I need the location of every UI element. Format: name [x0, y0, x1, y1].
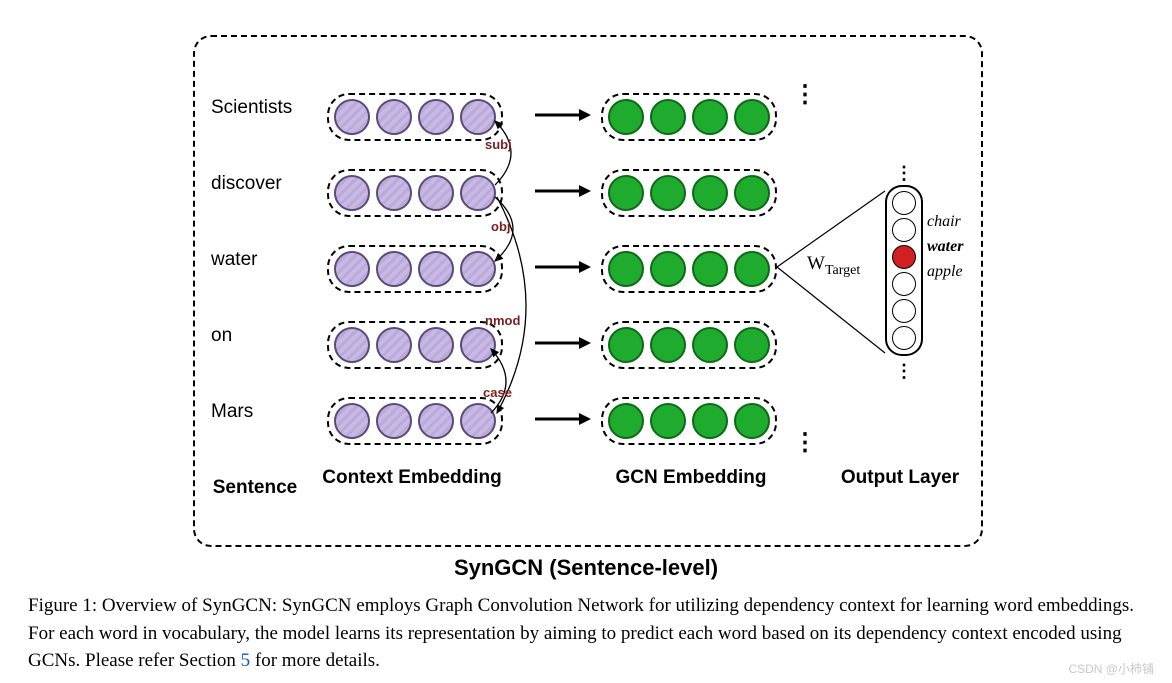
context-capsule-4 — [327, 397, 503, 445]
gcn-capsule-1 — [601, 169, 777, 217]
output-slot-4 — [892, 299, 916, 323]
figure-caption: Figure 1: Overview of SynGCN: SynGCN emp… — [28, 592, 1144, 675]
gcn-capsule-0 — [601, 93, 777, 141]
output-slot-2 — [892, 245, 916, 269]
diagram-title: SynGCN (Sentence-level) — [0, 555, 1172, 581]
col-label-context: Context Embedding — [317, 467, 507, 489]
output-label-apple: apple — [927, 263, 963, 281]
context-capsule-0 — [327, 93, 503, 141]
context-capsule-3 — [327, 321, 503, 369]
gcn-capsule-4 — [601, 397, 777, 445]
caption-prefix: Figure 1: — [28, 595, 97, 616]
caption-body-1: Overview of SynGCN: SynGCN employs Graph… — [28, 595, 1134, 671]
word-on: on — [211, 325, 232, 347]
gcn-dots-bottom: ⋮ — [793, 437, 817, 449]
dep-label-subj: subj — [485, 137, 512, 152]
arrow-row-2 — [533, 257, 593, 277]
output-slot-3 — [892, 272, 916, 296]
gcn-capsule-3 — [601, 321, 777, 369]
page: Scientists discover water on Mars ⋮ ⋮ — [0, 0, 1172, 683]
gcn-capsule-2 — [601, 245, 777, 293]
diagram-frame: Scientists discover water on Mars ⋮ ⋮ — [193, 35, 983, 547]
arrow-row-1 — [533, 181, 593, 201]
col-label-gcn: GCN Embedding — [601, 467, 781, 489]
output-dots-top: ⋮ — [895, 169, 913, 178]
dep-label-nmod: nmod — [485, 313, 520, 328]
output-label-water: water — [927, 238, 963, 256]
word-scientists: Scientists — [211, 97, 292, 119]
output-slot-5 — [892, 326, 916, 350]
w-target-label: WTarget — [807, 253, 860, 279]
context-capsule-1 — [327, 169, 503, 217]
caption-section-link[interactable]: 5 — [241, 650, 251, 671]
output-vector — [885, 185, 923, 356]
word-water: water — [211, 249, 257, 271]
dep-label-case: case — [483, 385, 512, 400]
col-label-output: Output Layer — [835, 467, 965, 489]
gcn-dots-top: ⋮ — [793, 89, 817, 101]
watermark: CSDN @小柿铺 — [1068, 660, 1154, 677]
arrow-row-0 — [533, 105, 593, 125]
output-label-chair: chair — [927, 213, 961, 231]
context-capsule-2 — [327, 245, 503, 293]
dep-label-obj: obj — [491, 219, 511, 234]
output-slot-0 — [892, 191, 916, 215]
caption-body-2: for more details. — [250, 650, 380, 671]
arrow-row-4 — [533, 409, 593, 429]
word-discover: discover — [211, 173, 282, 195]
word-mars: Mars — [211, 401, 253, 423]
arrow-row-3 — [533, 333, 593, 353]
output-slot-1 — [892, 218, 916, 242]
col-label-sentence: Sentence — [205, 477, 305, 499]
output-dots-bottom: ⋮ — [895, 367, 913, 376]
